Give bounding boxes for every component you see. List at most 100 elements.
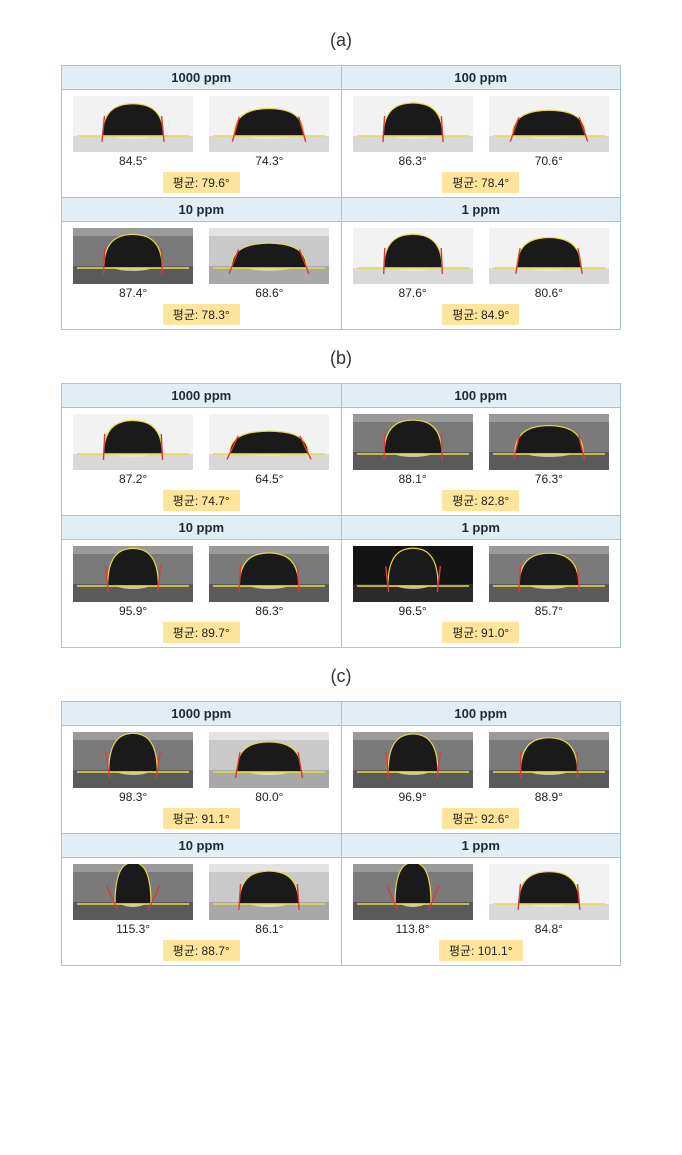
cell-title: 10 ppm (62, 516, 341, 540)
cell-body: 87.6° 80.6° 평균: 84.9° (342, 222, 621, 329)
droplet-left: 86.3° (353, 96, 473, 168)
avg-badge: 평균: 79.6° (163, 172, 240, 193)
avg-badge: 평균: 89.7° (163, 622, 240, 643)
droplet-row: 96.9° 88.9° (348, 732, 615, 804)
cell-title: 100 ppm (342, 702, 621, 726)
angle-label-left: 95.9° (73, 604, 193, 618)
cell-title: 1 ppm (342, 834, 621, 858)
avg-row: 평균: 89.7° (68, 622, 335, 643)
angle-label-right: 70.6° (489, 154, 609, 168)
droplet-right: 70.6° (489, 96, 609, 168)
angle-label-left: 87.2° (73, 472, 193, 486)
avg-row: 평균: 91.1° (68, 808, 335, 829)
grid-cell: 100 ppm 86.3° (341, 66, 621, 198)
angle-label-left: 113.8° (353, 922, 473, 936)
angle-label-right: 68.6° (209, 286, 329, 300)
cell-title: 10 ppm (62, 198, 341, 222)
droplet-image (73, 414, 193, 470)
droplet-image (353, 732, 473, 788)
grid-cell: 10 ppm 95.9° (62, 516, 342, 648)
avg-badge: 평균: 82.8° (442, 490, 519, 511)
cell-body: 96.9° 88.9° 평균: 92.6° (342, 726, 621, 833)
avg-row: 평균: 78.4° (348, 172, 615, 193)
droplet-right: 80.6° (489, 228, 609, 300)
droplet-left: 84.5° (73, 96, 193, 168)
cell-body: 88.1° 76.3° 평균: 82.8° (342, 408, 621, 515)
avg-row: 평균: 92.6° (348, 808, 615, 829)
avg-row: 평균: 82.8° (348, 490, 615, 511)
droplet-image (353, 414, 473, 470)
panel-label: (b) (20, 348, 662, 369)
droplet-image (209, 228, 329, 284)
angle-label-right: 76.3° (489, 472, 609, 486)
grid-cell: 1000 ppm 87.2° (62, 384, 342, 516)
droplet-image (489, 414, 609, 470)
droplet-row: 113.8° 84.8° (348, 864, 615, 936)
cell-title: 1 ppm (342, 516, 621, 540)
avg-badge: 평균: 84.9° (442, 304, 519, 325)
avg-badge: 평균: 74.7° (163, 490, 240, 511)
droplet-image (209, 864, 329, 920)
grid-cell: 1 ppm 113.8° (341, 834, 621, 966)
avg-row: 평균: 91.0° (348, 622, 615, 643)
droplet-right: 80.0° (209, 732, 329, 804)
droplet-left: 87.4° (73, 228, 193, 300)
droplet-image (489, 732, 609, 788)
avg-row: 평균: 78.3° (68, 304, 335, 325)
droplet-right: 68.6° (209, 228, 329, 300)
droplet-image (73, 228, 193, 284)
angle-label-right: 74.3° (209, 154, 329, 168)
droplet-right: 86.1° (209, 864, 329, 936)
droplet-row: 88.1° 76.3° (348, 414, 615, 486)
grid-cell: 10 ppm 115.3° (62, 834, 342, 966)
angle-label-left: 115.3° (73, 922, 193, 936)
avg-row: 평균: 79.6° (68, 172, 335, 193)
droplet-row: 95.9° 86.3° (68, 546, 335, 618)
droplet-right: 88.9° (489, 732, 609, 804)
angle-label-right: 64.5° (209, 472, 329, 486)
grid-cell: 10 ppm 87.4° (62, 198, 342, 330)
droplet-image (73, 864, 193, 920)
angle-label-left: 87.4° (73, 286, 193, 300)
droplet-image (489, 546, 609, 602)
angle-label-right: 85.7° (489, 604, 609, 618)
droplet-image (489, 228, 609, 284)
droplet-image (353, 864, 473, 920)
cell-body: 113.8° 84.8° 평균: 101.1° (342, 858, 621, 965)
cell-body: 96.5° 85.7° 평균: 91.0° (342, 540, 621, 647)
droplet-left: 87.2° (73, 414, 193, 486)
angle-label-right: 88.9° (489, 790, 609, 804)
droplet-right: 74.3° (209, 96, 329, 168)
avg-badge: 평균: 91.1° (163, 808, 240, 829)
cell-body: 98.3° 80.0° 평균: 91.1° (62, 726, 341, 833)
cell-body: 95.9° 86.3° 평균: 89.7° (62, 540, 341, 647)
droplet-row: 98.3° 80.0° (68, 732, 335, 804)
angle-label-left: 87.6° (353, 286, 473, 300)
droplet-left: 88.1° (353, 414, 473, 486)
avg-badge: 평균: 92.6° (442, 808, 519, 829)
droplet-row: 84.5° 74.3° (68, 96, 335, 168)
angle-label-left: 88.1° (353, 472, 473, 486)
angle-label-right: 80.0° (209, 790, 329, 804)
avg-badge: 평균: 101.1° (439, 940, 523, 961)
cell-body: 87.4° 68.6° 평균: 78.3° (62, 222, 341, 329)
panel-label: (c) (20, 666, 662, 687)
grid-cell: 1 ppm 87.6° (341, 198, 621, 330)
avg-row: 평균: 88.7° (68, 940, 335, 961)
avg-badge: 평균: 78.3° (163, 304, 240, 325)
cell-title: 10 ppm (62, 834, 341, 858)
angle-label-right: 84.8° (489, 922, 609, 936)
cell-title: 1000 ppm (62, 702, 341, 726)
grid-cell: 1 ppm 96.5° (341, 516, 621, 648)
grid-cell: 100 ppm 96.9° (341, 702, 621, 834)
droplet-image (209, 414, 329, 470)
grid-cell: 100 ppm 88.1° (341, 384, 621, 516)
droplet-left: 87.6° (353, 228, 473, 300)
panel-grid: 1000 ppm 87.2° (61, 383, 621, 648)
avg-badge: 평균: 91.0° (442, 622, 519, 643)
droplet-left: 113.8° (353, 864, 473, 936)
panel-grid: 1000 ppm 98.3° (61, 701, 621, 966)
avg-badge: 평균: 78.4° (442, 172, 519, 193)
angle-label-left: 86.3° (353, 154, 473, 168)
avg-row: 평균: 84.9° (348, 304, 615, 325)
